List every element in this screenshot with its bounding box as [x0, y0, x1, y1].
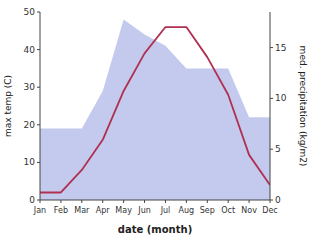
- x-tick-label: May: [115, 206, 132, 215]
- y-tick-label: 20: [24, 120, 36, 130]
- chart: 0 10 20 30 40 50 0 5 10 15 Jan Feb Mar Apr May Jun Jul Au…: [0, 0, 318, 247]
- x-tick-label: Jun: [137, 206, 151, 215]
- y2-tick: [270, 47, 273, 48]
- y2-tick-label: 5: [275, 144, 281, 154]
- x-tick: [144, 200, 145, 203]
- x-tick-label: Aug: [179, 206, 195, 215]
- x-tick-label: Apr: [96, 206, 111, 215]
- y-axis-label: max temp (C): [3, 75, 13, 137]
- x-tick-label: Sep: [200, 206, 215, 215]
- x-tick-label: Feb: [54, 206, 68, 215]
- x-axis-label: date (month): [118, 224, 192, 235]
- y-tick-label: 40: [24, 45, 36, 55]
- x-tick: [186, 200, 187, 203]
- y-tick: [37, 124, 40, 125]
- y2-tick: [270, 149, 273, 150]
- x-tick: [60, 200, 61, 203]
- y2-tick-label: 10: [275, 93, 287, 103]
- y2-axis-label: med. precipitation (kg/m2): [298, 46, 308, 167]
- y-tick-label: 0: [29, 195, 35, 205]
- line: [40, 27, 270, 192]
- x-tick: [270, 200, 271, 203]
- x-tick-label: Dec: [262, 206, 277, 215]
- x-tick-label: Mar: [74, 206, 90, 215]
- y-tick-label: 30: [24, 82, 36, 92]
- y2-axis-line: [270, 12, 271, 200]
- x-tick: [207, 200, 208, 203]
- x-tick: [165, 200, 166, 203]
- x-axis-line: [40, 200, 270, 201]
- x-tick: [81, 200, 82, 203]
- x-tick: [123, 200, 124, 203]
- x-tick-label: Jul: [160, 206, 171, 215]
- y-tick: [37, 49, 40, 50]
- y-tick-label: 50: [24, 7, 36, 17]
- plot-area: [40, 20, 270, 200]
- y-tick: [37, 162, 40, 163]
- x-tick-label: Oct: [221, 206, 235, 215]
- y-tick: [37, 87, 40, 88]
- x-tick: [228, 200, 229, 203]
- chart-container: 0 10 20 30 40 50 0 5 10 15 Jan Feb Mar Apr May Jun Jul Au…: [0, 0, 318, 247]
- y2-tick-label: 0: [275, 195, 281, 205]
- x-tick-label: Jan: [33, 206, 46, 215]
- area: [40, 20, 270, 200]
- x-tick: [40, 200, 41, 203]
- y-tick-label: 10: [24, 157, 36, 167]
- y-tick: [37, 12, 40, 13]
- y2-tick: [270, 98, 273, 99]
- y-axis-line: [40, 12, 41, 200]
- x-tick-label: Nov: [241, 206, 257, 215]
- x-tick: [102, 200, 103, 203]
- y2-tick-label: 15: [275, 43, 286, 53]
- x-tick: [249, 200, 250, 203]
